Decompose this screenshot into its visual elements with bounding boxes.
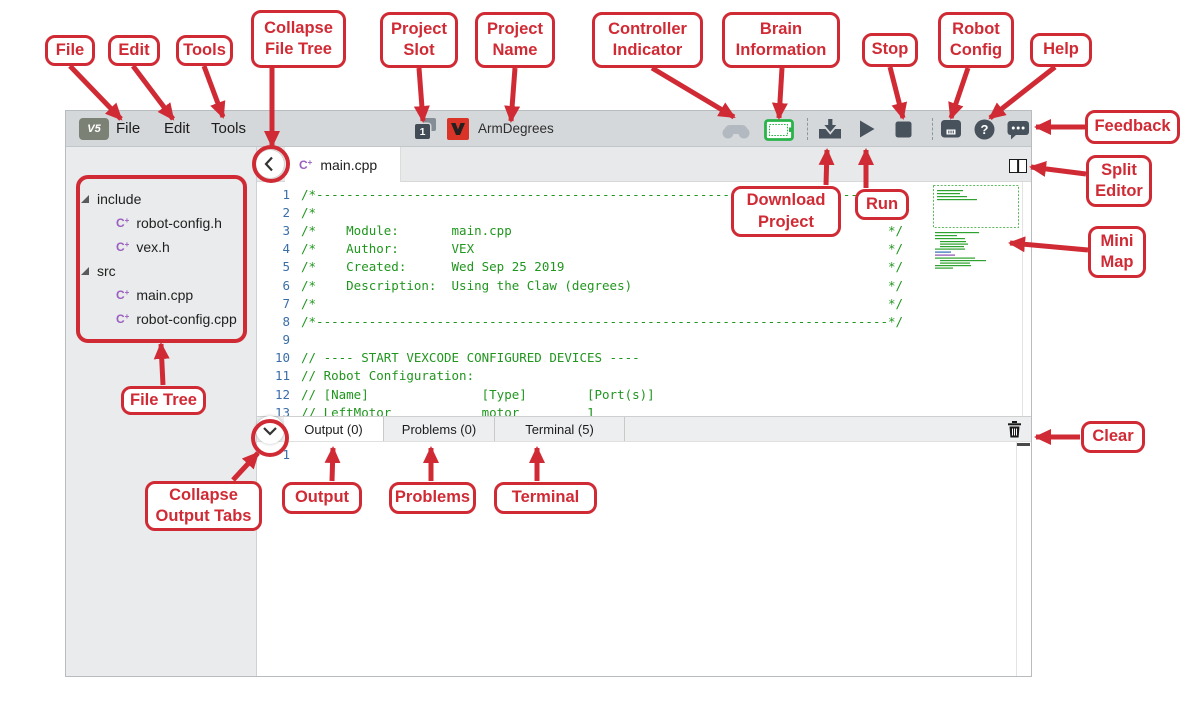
callout-edit: Edit	[108, 35, 160, 66]
robot-config-icon[interactable]	[940, 119, 962, 139]
output-tab-bar: Output (0) Problems (0) Terminal (5)	[256, 416, 1031, 444]
slot-number-icon: 1	[415, 124, 430, 139]
toolbar-separator	[807, 118, 808, 140]
folder-expand-icon	[81, 267, 89, 275]
tree-folder-include[interactable]: include	[66, 187, 256, 211]
chevron-down-icon	[263, 427, 277, 436]
callout-download-project: Download Project	[731, 186, 841, 237]
callout-help: Help	[1030, 33, 1092, 67]
callout-run: Run	[855, 189, 909, 220]
code-row: 13// LeftMotor motor 1	[274, 404, 595, 416]
tab-output[interactable]: Output (0)	[284, 417, 383, 441]
callout-brain-information: Brain Information	[722, 12, 840, 68]
callout-terminal: Terminal	[494, 482, 597, 514]
menu-file[interactable]: File	[116, 120, 141, 137]
code-editor[interactable]: 1/*-------------------------------------…	[257, 182, 1031, 416]
code-row: 4/* Author: VEX */	[282, 241, 904, 257]
callout-tools: Tools	[176, 35, 233, 66]
callout-controller-indicator: Controller Indicator	[592, 12, 703, 68]
menu-bar: V5 File Edit Tools 1 ArmDegrees	[66, 111, 1031, 147]
editor-tab-bar: C+ main.cpp	[256, 147, 1031, 182]
callout-collapse-output-tabs: Collapse Output Tabs	[145, 481, 262, 531]
callout-stop: Stop	[862, 33, 918, 67]
callout-project-name: Project Name	[475, 12, 555, 68]
code-row: 12// [Name] [Type] [Port(s)]	[274, 386, 655, 402]
toolbar-separator	[932, 118, 933, 140]
cpp-file-icon: C+	[116, 288, 130, 302]
callout-clear: Clear	[1081, 421, 1145, 453]
callout-project-slot: Project Slot	[380, 12, 458, 68]
code-row: 8/*-------------------------------------…	[282, 313, 904, 329]
callout-split-editor: Split Editor	[1086, 155, 1152, 207]
project-name[interactable]: ArmDegrees	[478, 121, 554, 136]
menu-tools[interactable]: Tools	[211, 120, 247, 137]
tree-file-robot-config-h[interactable]: C+ robot-config.h	[66, 211, 256, 235]
vexcode-v5-logo: V5	[79, 118, 109, 140]
callout-file-tree: File Tree	[121, 386, 206, 415]
tree-file-main-cpp[interactable]: C+ main.cpp	[66, 283, 256, 307]
scroll-indicator[interactable]	[1016, 443, 1030, 446]
tab-terminal[interactable]: Terminal (5)	[494, 417, 625, 441]
cpp-file-icon: C+	[116, 240, 130, 254]
chevron-left-icon	[264, 156, 273, 172]
code-row: 3/* Module: main.cpp */	[282, 222, 904, 238]
file-label: robot-config.cpp	[136, 311, 237, 327]
callout-collapse-file-tree: Collapse File Tree	[251, 10, 346, 68]
output-panel[interactable]: 1	[257, 442, 1031, 676]
svg-text:?: ?	[981, 122, 989, 137]
folder-label: src	[97, 263, 116, 279]
callout-mini-map: Mini Map	[1088, 226, 1146, 278]
controller-icon	[722, 125, 750, 139]
callout-file: File	[45, 35, 95, 66]
code-row: 11// Robot Configuration:	[274, 368, 475, 384]
code-row: 7/* */	[282, 295, 904, 311]
cpp-file-icon: C+	[116, 216, 130, 230]
feedback-icon[interactable]	[1007, 120, 1030, 140]
code-row: 5/* Created: Wed Sep 25 2019 */	[282, 259, 904, 275]
code-row: 9	[282, 332, 290, 348]
callout-feedback: Feedback	[1085, 110, 1180, 144]
cpp-file-icon: C+	[299, 157, 313, 172]
tab-main-cpp[interactable]: C+ main.cpp	[285, 147, 401, 182]
folder-label: include	[97, 191, 142, 207]
file-label: main.cpp	[136, 287, 194, 303]
callout-robot-config: Robot Config	[938, 12, 1014, 68]
file-label: robot-config.h	[136, 215, 222, 231]
main-area: include C+ robot-config.h C+ vex.h src C…	[66, 147, 1031, 676]
callout-output: Output	[282, 482, 362, 514]
collapse-file-tree-button[interactable]	[256, 150, 284, 178]
code-row: 6/* Description: Using the Claw (degrees…	[282, 277, 904, 293]
split-editor-icon[interactable]	[1009, 159, 1027, 173]
file-label: vex.h	[136, 239, 170, 255]
code-row: 10// ---- START VEXCODE CONFIGURED DEVIC…	[274, 350, 640, 366]
project-slot-button[interactable]: 1	[415, 118, 436, 139]
tree-file-robot-config-cpp[interactable]: C+ robot-config.cpp	[66, 307, 256, 331]
tab-problems[interactable]: Problems (0)	[383, 417, 494, 441]
brain-icon[interactable]	[764, 119, 794, 141]
minimap[interactable]	[933, 185, 1021, 269]
tab-label: main.cpp	[320, 156, 378, 173]
tree-folder-src[interactable]: src	[66, 259, 256, 283]
stop-icon[interactable]	[895, 121, 912, 138]
help-icon[interactable]: ?	[974, 119, 995, 140]
collapse-output-tabs-button[interactable]	[256, 416, 284, 444]
download-icon[interactable]	[818, 119, 842, 140]
trash-icon[interactable]	[1007, 421, 1022, 438]
tree-file-vex-h[interactable]: C+ vex.h	[66, 235, 256, 259]
vex-v-icon	[447, 118, 469, 140]
editor-column: C+ main.cpp 1/*-------------------------…	[256, 147, 1031, 676]
cpp-file-icon: C+	[116, 312, 130, 326]
output-line-number: 1	[282, 447, 290, 462]
folder-expand-icon	[81, 195, 89, 203]
play-icon[interactable]	[859, 120, 875, 138]
output-gutter-line	[1016, 442, 1017, 676]
menu-edit[interactable]: Edit	[164, 120, 190, 137]
callout-problems: Problems	[389, 482, 476, 514]
editor-gutter-line	[1022, 182, 1023, 416]
